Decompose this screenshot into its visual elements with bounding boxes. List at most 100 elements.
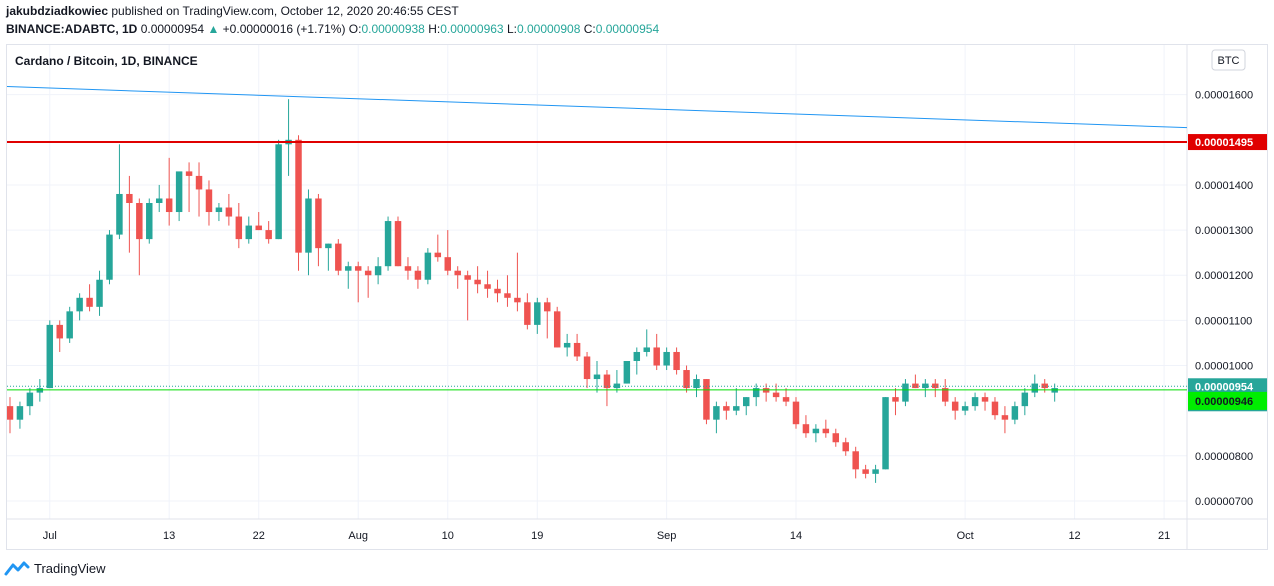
candle-body <box>484 284 491 289</box>
candle-body <box>534 302 541 325</box>
trendline <box>7 86 1188 129</box>
y-tick-label: 0.00000700 <box>1195 496 1253 508</box>
x-tick-label: 21 <box>1158 530 1170 542</box>
x-tick-label: Sep <box>657 530 677 542</box>
publish-date: published on TradingView.com, October 12… <box>111 4 459 18</box>
currency-label: BTC <box>1218 55 1240 67</box>
high-label: H: <box>428 22 441 36</box>
candle-body <box>26 392 34 407</box>
candle-body <box>991 401 999 416</box>
candle-body <box>215 207 223 213</box>
candle-body <box>474 279 481 285</box>
footer-brand[interactable]: TradingView <box>4 558 106 578</box>
candle-body <box>802 424 810 434</box>
candle-body <box>683 370 690 389</box>
candle-body <box>265 230 272 240</box>
candle-body <box>563 342 571 348</box>
candle-body <box>772 392 780 398</box>
candle-body <box>1011 406 1019 420</box>
candle-body <box>424 252 432 280</box>
resistance-price-label-bg <box>1188 134 1267 151</box>
high-value: 0.00000963 <box>440 22 504 36</box>
candle-body <box>723 406 730 411</box>
candle-body <box>1001 415 1009 420</box>
y-tick-label: 0.00001100 <box>1195 315 1252 327</box>
up-triangle-icon: ▲ <box>207 22 220 36</box>
candle-body <box>852 451 859 470</box>
brand-name: TradingView <box>34 560 106 576</box>
candle-body <box>464 275 471 280</box>
candle-body <box>136 203 143 240</box>
candle-body <box>354 266 362 271</box>
candle-body <box>623 361 631 384</box>
open-value: 0.00000938 <box>361 22 425 36</box>
candle-body <box>733 406 740 411</box>
low-label: L: <box>506 22 517 36</box>
candle-body <box>892 397 899 402</box>
candle-body <box>414 270 422 280</box>
candle-body <box>494 288 501 294</box>
candle-body <box>444 257 451 271</box>
candle-body <box>165 198 173 213</box>
candle-body <box>7 406 14 420</box>
x-tick-label: 12 <box>1068 530 1080 542</box>
candle-body <box>56 324 63 339</box>
candle-body <box>782 397 790 402</box>
candle-body <box>146 203 153 240</box>
candle-body <box>941 388 949 402</box>
publish-info: jakubdziadkowiec published on TradingVie… <box>6 4 459 18</box>
candle-body <box>245 225 253 240</box>
y-tick-label: 0.00001000 <box>1195 361 1253 373</box>
candle-body <box>255 225 262 231</box>
candle-body <box>126 193 133 203</box>
candle-body <box>703 379 710 420</box>
candle-body <box>394 221 402 267</box>
candle-body <box>971 397 979 407</box>
candle-body <box>46 324 54 389</box>
tradingview-logo-icon <box>4 561 30 576</box>
candle-body <box>345 266 352 271</box>
support-price-label-bg <box>1188 391 1267 410</box>
y-tick-label: 0.00001200 <box>1195 270 1253 282</box>
candle-body <box>514 297 521 303</box>
y-tick-label: 0.00001400 <box>1195 180 1253 192</box>
candle-body <box>155 198 163 203</box>
candle-body <box>673 351 680 371</box>
candle-body <box>553 311 561 348</box>
candle-body <box>205 189 213 213</box>
resistance-price-label: 0.00001495 <box>1195 137 1253 149</box>
chart-title: Cardano / Bitcoin, 1D, BINANCE <box>15 54 198 68</box>
open-label: O: <box>348 22 362 36</box>
last-price: 0.00000954 <box>140 22 205 36</box>
candle-body <box>643 347 650 352</box>
candle-body <box>96 279 103 307</box>
chart-panel[interactable]: Cardano / Bitcoin, 1D, BINANCE BTC 0.00001… <box>6 44 1268 550</box>
x-tick-label: 19 <box>531 530 543 542</box>
currency-badge <box>1211 49 1246 71</box>
candle-body <box>583 356 591 380</box>
symbol-label: BINANCE:ADABTC, 1D <box>6 22 138 36</box>
candle-body <box>593 374 601 380</box>
candle-body <box>812 428 820 434</box>
price-change: +0.00000016 (+1.71%) <box>222 22 346 36</box>
candle-body <box>305 198 312 253</box>
candle-body <box>951 401 959 411</box>
candle-body <box>832 433 840 443</box>
candle-body <box>932 383 939 389</box>
candle-body <box>235 216 243 240</box>
candle-body <box>842 442 849 452</box>
candle-body <box>573 342 581 357</box>
y-tick-label: 0.00001600 <box>1195 90 1253 102</box>
x-tick-label: 14 <box>790 530 802 542</box>
candle-body <box>315 198 322 249</box>
candle-body <box>185 171 193 176</box>
candle-body <box>434 252 442 258</box>
candle-body <box>663 351 670 366</box>
x-tick-label: Jul <box>43 530 57 542</box>
candle-body <box>1031 383 1039 393</box>
candlestick-chart[interactable]: Cardano / Bitcoin, 1D, BINANCE BTC 0.00001… <box>7 45 1267 549</box>
candle-body <box>743 397 750 407</box>
candle-body <box>981 397 989 402</box>
candle-body <box>902 383 909 402</box>
candle-body <box>653 347 660 366</box>
